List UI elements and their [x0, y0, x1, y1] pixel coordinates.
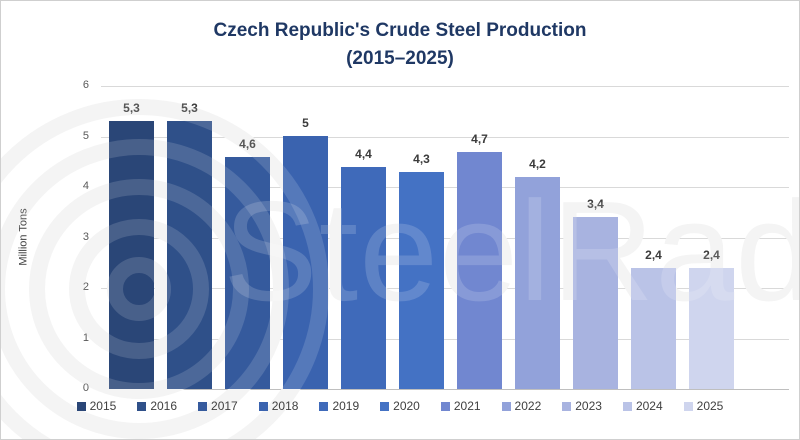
- legend-item-2015: 2015: [76, 399, 117, 413]
- legend-swatch-2019: [319, 401, 329, 411]
- y-axis-label: Million Tons: [17, 208, 30, 266]
- bar-value-label-2020: 4,3: [413, 152, 430, 166]
- y-tick-label-1: 1: [82, 331, 89, 344]
- legend-item-2018: 2018: [258, 399, 299, 413]
- bar-value-label-2016: 5,3: [181, 101, 198, 115]
- bar-2024: [631, 268, 676, 389]
- legend-swatch-2024: [622, 401, 632, 411]
- legend-label-2016: 2016: [150, 399, 178, 413]
- bar-value-label-2022: 4,2: [529, 157, 546, 171]
- legend-item-2022: 2022: [501, 399, 542, 413]
- bar-2020: [399, 172, 444, 389]
- legend-label-2021: 2021: [453, 399, 481, 413]
- y-tick-label-3: 3: [82, 230, 89, 243]
- chart-title-line1: Czech Republic's Crude Steel Production: [213, 20, 587, 41]
- bar-2016: [167, 121, 212, 389]
- legend-swatch-2015: [76, 401, 86, 411]
- legend-swatch-2025: [683, 401, 693, 411]
- gridline-y-6: [101, 86, 789, 87]
- bar-value-label-2025: 2,4: [703, 248, 720, 262]
- legend-item-2025: 2025: [683, 399, 724, 413]
- gridline-y-5: [101, 136, 789, 138]
- legend-item-2023: 2023: [562, 399, 602, 413]
- legend-swatch-2016: [137, 401, 147, 411]
- legend-item-2024: 2024: [622, 399, 663, 413]
- bar-value-label-2021: 4,7: [471, 132, 488, 146]
- bar-value-label-2017: 4,6: [239, 137, 256, 151]
- bar-2017: [225, 157, 270, 389]
- legend-swatch-2020: [380, 401, 390, 411]
- legend-swatch-2023: [562, 401, 572, 411]
- legend-item-2016: 2016: [137, 399, 177, 413]
- bar-2019: [341, 167, 386, 389]
- legend-label-2025: 2025: [696, 399, 724, 413]
- legend-label-2015: 2015: [89, 399, 117, 413]
- legend-swatch-2021: [440, 401, 450, 411]
- gridline-y-4: [101, 187, 789, 188]
- legend-label-2024: 2024: [635, 399, 663, 413]
- bar-2025: [689, 268, 734, 389]
- legend-item-2021: 2021: [440, 399, 481, 413]
- y-tick-label-0: 0: [82, 382, 89, 394]
- legend-item-2019: 2019: [319, 399, 359, 413]
- legend-item-2020: 2020: [380, 399, 420, 413]
- bar-2023: [573, 217, 618, 389]
- legend-swatch-2018: [258, 401, 268, 411]
- bar-value-label-2018: 5: [302, 116, 309, 130]
- bar-value-label-2019: 4,4: [355, 147, 372, 161]
- bar-2021: [457, 152, 502, 389]
- legend-item-2017: 2017: [198, 399, 238, 413]
- legend-label-2020: 2020: [393, 399, 420, 413]
- bar-2015: [109, 121, 154, 389]
- y-tick-label-2: 2: [82, 281, 89, 293]
- legend-label-2019: 2019: [332, 399, 360, 413]
- y-tick-label-6: 6: [82, 79, 89, 91]
- legend-label-2017: 2017: [211, 399, 238, 413]
- bar-value-label-2024: 2,4: [645, 248, 662, 262]
- y-tick-label-4: 4: [82, 180, 89, 192]
- y-tick-label-5: 5: [82, 129, 89, 142]
- chart-title: Czech Republic's Crude Steel Production …: [1, 17, 799, 72]
- x-axis-line: [101, 389, 789, 390]
- bar-value-label-2023: 3,4: [587, 197, 604, 211]
- legend-swatch-2022: [501, 401, 511, 411]
- gridline-y-1: [101, 338, 789, 340]
- legend-label-2022: 2022: [514, 399, 542, 413]
- bar-2022: [515, 177, 560, 389]
- legend-label-2018: 2018: [271, 399, 299, 413]
- legend: 2015 2016 2017 2018 2019 2020 2021 2022 2023 2024…: [1, 399, 799, 413]
- bar-value-label-2015: 5,3: [123, 101, 140, 115]
- legend-swatch-2017: [198, 401, 208, 411]
- gridline-y-3: [101, 237, 789, 239]
- bar-2018: [283, 136, 328, 389]
- legend-label-2023: 2023: [575, 399, 602, 413]
- gridline-y-2: [101, 288, 789, 289]
- chart-title-line2: (2015–2025): [346, 47, 454, 69]
